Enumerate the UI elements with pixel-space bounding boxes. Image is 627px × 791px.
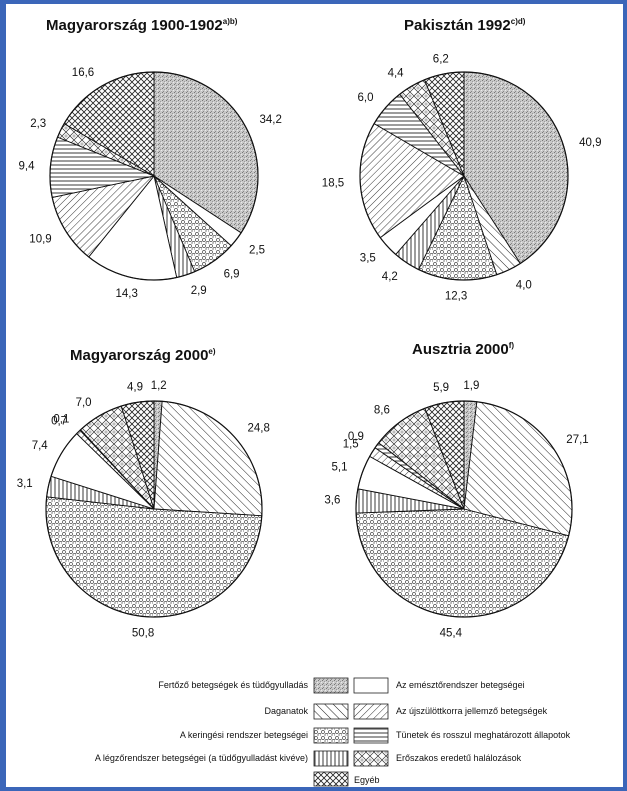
- chart-title-2: Pakisztán 1992c)d): [404, 17, 526, 34]
- pie-chart-4: 1,9 27,1 45,4 3,6 5,1 1,50,9 8,6 5,9: [324, 380, 588, 639]
- legend-item-respiratory: A légzőrendszer betegségei (a tüdőgyulla…: [95, 750, 349, 767]
- legend: Fertőző betegségek és tüdőgyulladás Daga…: [95, 677, 571, 787]
- slice-label: 18,5: [322, 177, 344, 189]
- legend-item-infectious: Fertőző betegségek és tüdőgyulladás: [158, 677, 349, 694]
- pie-outline: [359, 71, 569, 281]
- slice-label: 0,1: [53, 413, 69, 425]
- slice-label: 5,1: [332, 462, 348, 474]
- svg-text:Tünetek és rosszul meghatározo: Tünetek és rosszul meghatározott állapot…: [396, 730, 571, 740]
- slice-label: 40,9: [579, 137, 601, 149]
- svg-text:Az emésztőrendszer betegségei: Az emésztőrendszer betegségei: [396, 680, 525, 690]
- slice-label: 5,9: [433, 382, 449, 394]
- pie-chart-figure: Magyarország 1900-1902a)b) Pakisztán 199…: [17, 17, 602, 787]
- slice-label: 4,9: [127, 382, 143, 394]
- legend-item-circulatory: A keringési rendszer betegségei: [180, 727, 349, 744]
- slice-label: 7,0: [76, 397, 92, 409]
- slice-label: 6,2: [433, 53, 449, 65]
- slice-label: 3,1: [17, 478, 33, 490]
- slice-label: 1,5: [343, 439, 359, 451]
- svg-text:Az újszülöttkorra jellemző bet: Az újszülöttkorra jellemző betegségek: [396, 706, 548, 716]
- slice-label: 9,4: [19, 161, 36, 173]
- svg-text:A légzőrendszer betegségei (a: A légzőrendszer betegségei (a tüdőgyulla…: [95, 753, 308, 763]
- slice-label: 4,4: [388, 67, 405, 79]
- slice-label: 45,4: [440, 627, 463, 639]
- slice-label: 6,9: [224, 269, 240, 281]
- slice-label: 12,3: [445, 291, 467, 303]
- chart-title-1: Magyarország 1900-1902a)b): [46, 17, 238, 34]
- slice-label: 16,6: [72, 67, 94, 79]
- svg-text:Egyéb: Egyéb: [354, 775, 380, 785]
- slice-label: 1,9: [463, 380, 479, 392]
- pie-outline: [49, 71, 259, 281]
- svg-text:Erőszakos eredetű halálozások: Erőszakos eredetű halálozások: [396, 753, 522, 763]
- slice-label: 10,9: [29, 234, 51, 246]
- legend-item-egyeb-label: Egyéb: [354, 775, 380, 785]
- slice-label: 6,0: [358, 92, 374, 104]
- slice-label: 27,1: [566, 434, 588, 446]
- pie-chart-2: 40,9 4,0 12,3 4,2 3,5 18,5 6,0 4,4 6,2: [322, 53, 602, 302]
- legend-item-newborn: Az újszülöttkorra jellemző betegségek: [353, 703, 548, 720]
- legend-item-tumor: Daganatok: [264, 703, 349, 720]
- slice-label: 34,2: [260, 114, 282, 126]
- slice-label: 4,2: [382, 271, 398, 283]
- pie-slice: [153, 400, 263, 517]
- slice-label: 4,0: [516, 279, 532, 291]
- pie-outline: [355, 400, 573, 618]
- slice-label: 2,9: [191, 285, 207, 297]
- slice-label: 2,3: [30, 118, 46, 130]
- svg-text:Daganatok: Daganatok: [264, 706, 308, 716]
- pie-chart-3: 1,2 24,8 50,8 3,1 7,40,70,1 7,0 4,9: [17, 380, 270, 639]
- chart-title-3: Magyarország 2000e): [70, 347, 216, 364]
- legend-item-symptoms: Tünetek és rosszul meghatározott állapot…: [353, 727, 571, 744]
- legend-item-digestive: Az emésztőrendszer betegségei: [353, 677, 525, 694]
- pie-chart-1: 34,2 2,5 6,9 2,9 14,3 10,9 9,4 2,3 16,6: [19, 67, 282, 300]
- slice-label: 7,4: [32, 440, 49, 452]
- slice-label: 0,7: [51, 416, 67, 428]
- pie-slice: [45, 496, 263, 618]
- chart-page: Magyarország 1900-1902a)b) Pakisztán 199…: [6, 4, 623, 787]
- svg-text:Fertőző betegségek és tüdőgyul: Fertőző betegségek és tüdőgyulladás: [158, 680, 308, 690]
- slice-label: 2,5: [249, 244, 265, 256]
- slice-label: 24,8: [248, 423, 270, 435]
- legend-item-violent: Erőszakos eredetű halálozások: [353, 750, 522, 767]
- legend-item-other: [313, 771, 349, 787]
- slice-label: 0,9: [348, 431, 364, 443]
- slice-label: 14,3: [116, 288, 138, 300]
- slice-label: 3,6: [324, 495, 340, 507]
- slice-label: 3,5: [360, 252, 376, 264]
- slice-label: 8,6: [374, 405, 390, 417]
- slice-label: 50,8: [132, 628, 154, 640]
- chart-title-4: Ausztria 2000f): [412, 341, 514, 358]
- slice-label: 1,2: [151, 380, 167, 392]
- pie-outline: [45, 400, 263, 618]
- svg-text:A keringési rendszer betegsége: A keringési rendszer betegségei: [180, 730, 308, 740]
